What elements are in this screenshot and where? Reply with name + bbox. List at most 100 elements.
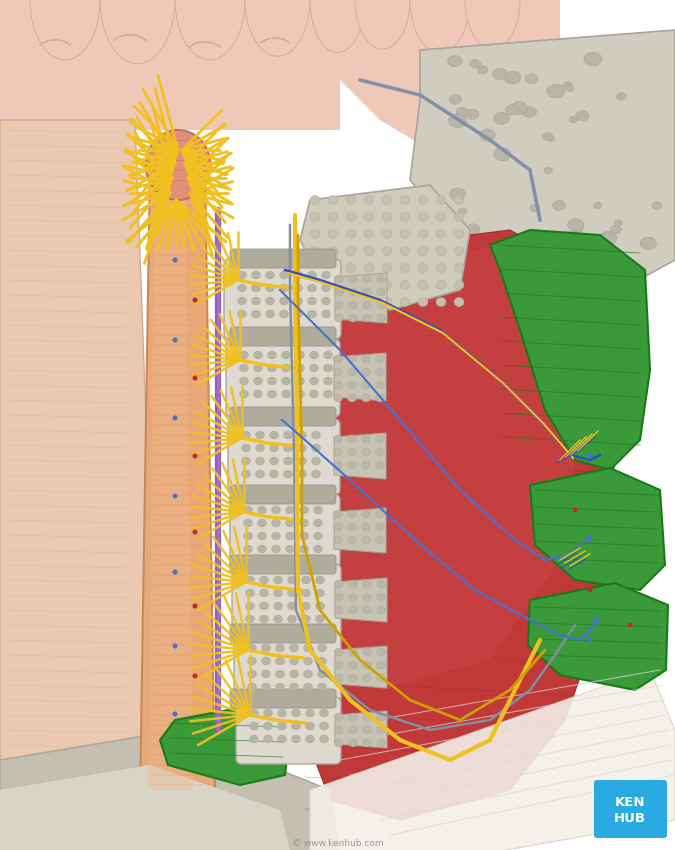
- Ellipse shape: [328, 280, 338, 290]
- Ellipse shape: [335, 580, 344, 588]
- Ellipse shape: [146, 130, 211, 200]
- Ellipse shape: [296, 351, 304, 359]
- Ellipse shape: [279, 271, 288, 279]
- Ellipse shape: [375, 394, 385, 402]
- Ellipse shape: [263, 722, 273, 730]
- Ellipse shape: [377, 275, 385, 283]
- Ellipse shape: [263, 735, 273, 743]
- Ellipse shape: [315, 615, 325, 623]
- Ellipse shape: [610, 225, 621, 234]
- Ellipse shape: [335, 314, 344, 322]
- Ellipse shape: [281, 364, 290, 372]
- Ellipse shape: [310, 212, 320, 222]
- FancyBboxPatch shape: [236, 697, 341, 764]
- Ellipse shape: [284, 431, 292, 439]
- Ellipse shape: [321, 297, 331, 305]
- FancyBboxPatch shape: [230, 624, 336, 643]
- Ellipse shape: [192, 454, 198, 458]
- Ellipse shape: [377, 580, 385, 588]
- Ellipse shape: [328, 298, 338, 307]
- Ellipse shape: [240, 390, 248, 398]
- Ellipse shape: [362, 394, 371, 402]
- Ellipse shape: [348, 523, 356, 531]
- Ellipse shape: [587, 452, 593, 457]
- Ellipse shape: [310, 230, 320, 239]
- Ellipse shape: [454, 264, 464, 273]
- Polygon shape: [528, 583, 668, 690]
- Ellipse shape: [300, 519, 308, 527]
- Ellipse shape: [458, 208, 466, 215]
- Ellipse shape: [323, 377, 333, 385]
- Ellipse shape: [436, 280, 446, 290]
- Polygon shape: [334, 433, 386, 479]
- Ellipse shape: [244, 506, 252, 514]
- Ellipse shape: [273, 589, 283, 597]
- Ellipse shape: [175, 0, 245, 60]
- Ellipse shape: [333, 523, 342, 531]
- Ellipse shape: [346, 212, 356, 222]
- Ellipse shape: [333, 394, 342, 402]
- Ellipse shape: [269, 444, 279, 452]
- Ellipse shape: [424, 208, 439, 220]
- Ellipse shape: [566, 85, 574, 92]
- Ellipse shape: [333, 381, 342, 389]
- Ellipse shape: [375, 381, 385, 389]
- Ellipse shape: [652, 201, 662, 209]
- Ellipse shape: [238, 271, 246, 279]
- Ellipse shape: [569, 116, 578, 122]
- Polygon shape: [0, 0, 340, 130]
- Ellipse shape: [335, 674, 344, 682]
- Ellipse shape: [436, 298, 446, 307]
- Ellipse shape: [570, 223, 583, 233]
- Ellipse shape: [271, 506, 281, 514]
- Polygon shape: [140, 165, 215, 800]
- Ellipse shape: [259, 615, 269, 623]
- Ellipse shape: [436, 246, 446, 256]
- Ellipse shape: [454, 230, 464, 239]
- Ellipse shape: [284, 470, 292, 478]
- Ellipse shape: [311, 444, 321, 452]
- Ellipse shape: [335, 713, 344, 721]
- Ellipse shape: [348, 461, 356, 469]
- Ellipse shape: [410, 0, 470, 53]
- Ellipse shape: [317, 657, 327, 665]
- Ellipse shape: [348, 301, 358, 309]
- Ellipse shape: [269, 431, 279, 439]
- Ellipse shape: [244, 532, 252, 540]
- Ellipse shape: [364, 212, 374, 222]
- Ellipse shape: [348, 536, 356, 544]
- Ellipse shape: [267, 390, 277, 398]
- Ellipse shape: [362, 435, 371, 443]
- Ellipse shape: [257, 519, 267, 527]
- Ellipse shape: [328, 212, 338, 222]
- Ellipse shape: [302, 589, 311, 597]
- Ellipse shape: [265, 271, 275, 279]
- Ellipse shape: [192, 298, 198, 303]
- Ellipse shape: [240, 351, 248, 359]
- Ellipse shape: [382, 264, 392, 273]
- Ellipse shape: [256, 444, 265, 452]
- Ellipse shape: [493, 68, 508, 80]
- Polygon shape: [530, 468, 665, 590]
- Ellipse shape: [254, 377, 263, 385]
- Ellipse shape: [436, 196, 446, 205]
- Ellipse shape: [323, 351, 333, 359]
- FancyBboxPatch shape: [226, 339, 340, 417]
- Ellipse shape: [300, 532, 308, 540]
- Ellipse shape: [377, 739, 385, 747]
- Ellipse shape: [328, 246, 338, 256]
- Ellipse shape: [375, 355, 385, 363]
- Polygon shape: [334, 353, 386, 401]
- Ellipse shape: [348, 593, 358, 601]
- Ellipse shape: [364, 246, 374, 256]
- Ellipse shape: [364, 230, 374, 239]
- Ellipse shape: [335, 726, 344, 734]
- Ellipse shape: [584, 52, 602, 66]
- Ellipse shape: [563, 231, 572, 238]
- Ellipse shape: [436, 218, 450, 230]
- Ellipse shape: [310, 351, 319, 359]
- Ellipse shape: [257, 532, 267, 540]
- Ellipse shape: [348, 355, 356, 363]
- Ellipse shape: [628, 622, 632, 627]
- Ellipse shape: [250, 722, 259, 730]
